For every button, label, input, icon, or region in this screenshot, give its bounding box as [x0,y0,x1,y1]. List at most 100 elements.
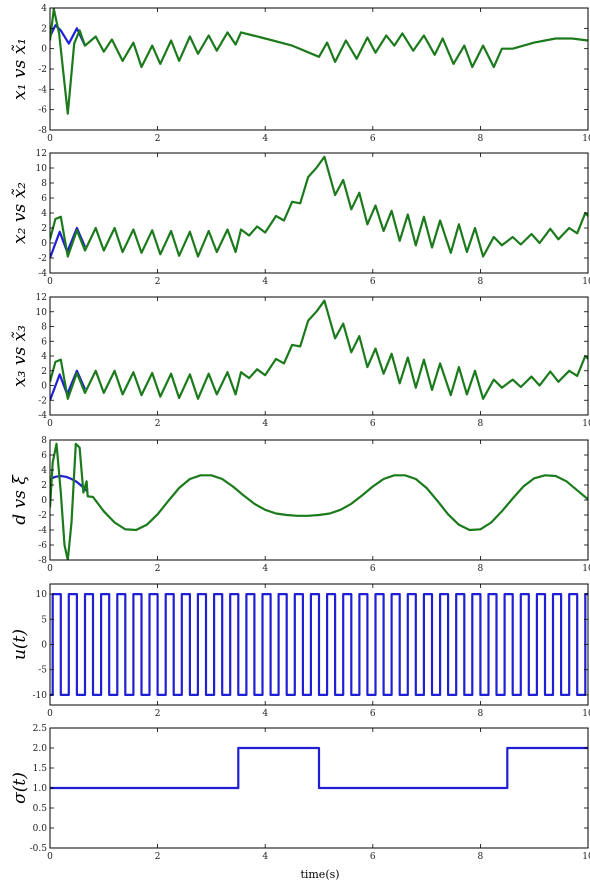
x-tick-label: 2 [155,564,161,574]
chart-panel-2: 0 2 4 6 8 10 -4 -2 0 2 4 6 8 10 12 x₂ vs x̃₂ [10,149,590,287]
y-tick-label: -4 [38,411,47,421]
x-tick-label: 8 [478,134,484,144]
x-tick-label: 4 [262,564,268,574]
y-tick-label: 6 [41,451,47,461]
x-tick-label: 10 [582,709,590,719]
y-tick-label: 0 [41,496,47,506]
y-axis-label: u(t) [10,629,30,660]
y-axis-label: d vs ξ [10,474,30,525]
x-tick-label: 6 [370,419,376,429]
series-line-2 [50,299,588,400]
y-tick-label: 10 [36,164,48,174]
y-tick-label: 1.5 [33,764,48,774]
y-tick-label: -6 [38,541,47,551]
x-tick-label: 4 [262,277,268,287]
y-tick-label: 0 [41,641,47,651]
y-axis-label: x₃ vs x̃₃ [10,325,30,387]
y-tick-label: -8 [38,126,47,136]
series-line-2 [50,155,588,258]
chart-panel-4: 0 2 4 6 8 10 -8 -6 -4 -2 0 2 4 6 8 d vs ξ [10,436,590,574]
y-tick-label: 1.0 [33,784,48,794]
y-tick-label: 0 [41,45,47,55]
y-tick-label: 0.5 [33,804,48,814]
x-tick-label: 4 [262,852,268,862]
y-axis-label: σ(t) [10,772,30,804]
y-tick-label: 2 [41,224,47,234]
series-line-1 [50,746,588,790]
x-tick-label: 2 [155,852,161,862]
y-tick-label: 0 [41,382,47,392]
y-tick-label: -4 [38,85,47,95]
x-tick-label: 10 [582,564,590,574]
x-tick-label: 2 [155,277,161,287]
plot-frame [49,7,589,131]
x-tick-label: 4 [262,134,268,144]
x-tick-label: 8 [478,277,484,287]
y-tick-label: 8 [41,436,47,446]
y-tick-label: 12 [36,149,47,159]
y-tick-label: -5 [38,666,47,676]
y-tick-label: 4 [41,466,47,476]
y-tick-label: 4 [41,352,47,362]
plot-frame [49,152,589,274]
x-tick-label: 10 [582,277,590,287]
y-tick-label: 5 [41,615,47,625]
x-tick-label: 2 [155,134,161,144]
chart-panel-1: 0 2 4 6 8 10 -8 -6 -4 -2 0 2 4 x₁ vs x̃₁ [10,4,590,144]
x-tick-label: 8 [478,709,484,719]
y-tick-label: 2 [41,367,47,377]
chart-panel-5: 0 2 4 6 8 10 -10 -5 0 5 10 u(t) [10,583,590,719]
y-tick-label: -2 [38,254,47,264]
y-tick-label: -2 [38,65,47,75]
chart-panel-6: 0 2 4 6 8 10 -0.5 0.0 0.5 1.0 1.5 2.0 2.5 σ(t) [10,724,590,862]
y-tick-label: 8 [41,323,47,333]
x-tick-label: 10 [582,419,590,429]
x-tick-label: 0 [47,419,53,429]
x-tick-label: 2 [155,419,161,429]
x-tick-label: 4 [262,419,268,429]
y-tick-label: 8 [41,179,47,189]
y-tick-label: 10 [36,308,48,318]
x-tick-label: 0 [47,277,53,287]
y-tick-label: 0.0 [33,824,48,834]
series-line-1 [50,474,89,493]
y-tick-label: 10 [36,590,48,600]
series-line-2 [50,442,588,560]
y-tick-label: 2.5 [33,724,48,734]
x-tick-label: 6 [370,564,376,574]
chart-panel-3: 0 2 4 6 8 10 -4 -2 0 2 4 6 8 10 12 x₃ vs x̃₃ [10,293,590,429]
y-tick-label: -0.5 [30,844,48,854]
y-tick-label: -2 [38,396,47,406]
y-tick-label: 12 [36,293,47,303]
x-tick-label: 2 [155,709,161,719]
y-tick-label: -6 [38,106,47,116]
x-tick-label: 6 [370,277,376,287]
plot-frame [49,296,589,416]
series-line-1 [50,24,86,47]
x-tick-label: 4 [262,709,268,719]
series-line-1 [50,593,588,696]
plot-frame [49,439,589,561]
y-axis-label: x₁ vs x̃₁ [10,38,30,100]
x-tick-label: 6 [370,852,376,862]
x-tick-label: 8 [478,852,484,862]
x-tick-label: 8 [478,419,484,429]
y-tick-label: 2 [41,481,47,491]
y-tick-label: 2 [41,24,47,34]
x-tick-label: 6 [370,134,376,144]
x-tick-label: 10 [582,134,590,144]
y-axis-label: x₂ vs x̃₂ [10,182,30,244]
x-tick-label: 0 [47,709,53,719]
y-tick-label: -4 [38,526,47,536]
y-tick-label: 2.0 [33,744,48,754]
x-tick-label: 0 [47,564,53,574]
x-tick-label: 10 [582,852,590,862]
y-tick-label: 6 [41,337,47,347]
x-tick-label: 8 [478,564,484,574]
y-tick-label: 0 [41,239,47,249]
x-tick-label: 0 [47,134,53,144]
series-line-2 [50,8,588,115]
y-tick-label: -10 [33,691,48,701]
x-tick-label: 6 [370,709,376,719]
